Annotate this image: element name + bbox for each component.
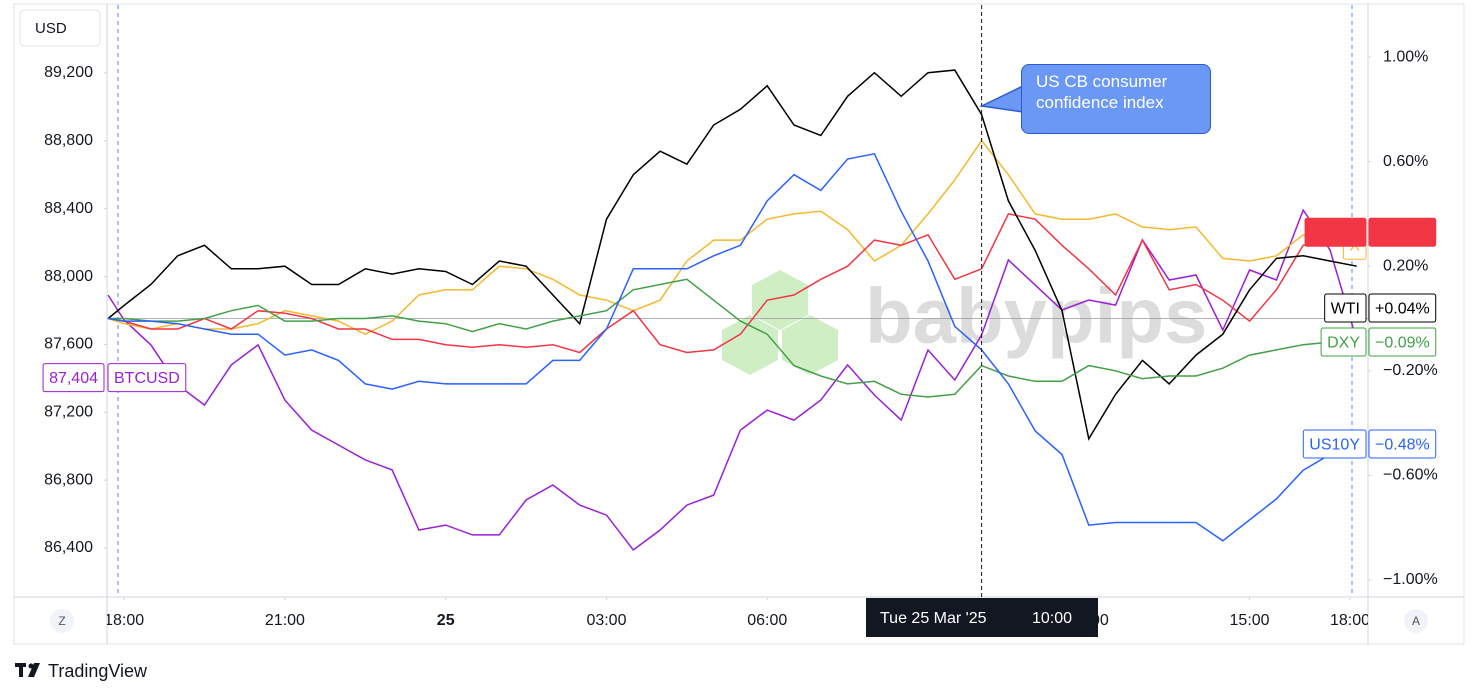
x-tick-label: 06:00 — [747, 612, 787, 629]
callout: US CB consumer confidence index — [1021, 64, 1211, 134]
label-text: WTI — [1331, 300, 1360, 317]
y2-tick-label: 1.00% — [1383, 48, 1428, 65]
y2-tick-label: −0.20% — [1383, 362, 1438, 379]
unit-box — [19, 9, 101, 47]
watermark-logo — [722, 270, 838, 375]
label-text: +0.33% — [1375, 224, 1430, 241]
y-tick-label: 87,200 — [44, 403, 93, 420]
label-box — [1320, 327, 1367, 357]
x-tick-label: 18:00 — [1330, 612, 1370, 629]
label-box — [1302, 429, 1367, 459]
y-tick-label: 88,800 — [44, 132, 93, 149]
button[interactable] — [1404, 609, 1428, 633]
label-text: 87,404 — [49, 370, 98, 387]
y-tick-label: 86,400 — [44, 539, 93, 556]
series-line — [108, 278, 1331, 398]
series-label: US500 +0.33% — [1304, 217, 1437, 247]
series-label: WTI +0.04% — [1324, 293, 1437, 323]
y-tick-label: 89,200 — [44, 64, 93, 81]
series-label: 87,404 BTCUSD — [42, 363, 187, 393]
series-line — [107, 208, 1358, 552]
crosshair-date: Tue 25 Mar '25 — [880, 610, 987, 627]
brand: TradingView — [48, 661, 148, 681]
plot-layer: 86,400 86,800 87,200 87,600 88,000 88,400 88,8… — [42, 5, 1438, 637]
series-line — [107, 139, 1331, 336]
series-label: US10Y −0.48% — [1302, 429, 1437, 459]
label-box — [1324, 293, 1367, 323]
label-box — [107, 363, 187, 393]
label-text: +0.04% — [1375, 300, 1430, 317]
callout-pointer — [979, 84, 1024, 113]
series-line — [107, 69, 1357, 441]
label-box — [1368, 217, 1437, 247]
y-tick-label: 87,600 — [44, 336, 93, 353]
brand-logo — [15, 663, 40, 677]
y2-tick-label: 0.20% — [1383, 257, 1428, 274]
x-tick-label: 21:00 — [265, 612, 305, 629]
x-tick-label: 03:00 — [586, 612, 626, 629]
series-line — [107, 152, 1331, 542]
label-text: −0.48% — [1375, 436, 1430, 453]
x-tick-label: 18:00 — [104, 612, 144, 629]
x-tick-label: 15:00 — [1230, 612, 1270, 629]
annotation: US CB consumer confidence index — [1021, 64, 1211, 134]
crosshair-label-box — [866, 598, 1098, 637]
button-label[interactable]: A — [1412, 614, 1420, 628]
label-box — [1368, 293, 1437, 323]
unit-label: USD — [35, 20, 67, 37]
label-box — [1304, 217, 1367, 247]
label-text: −0.09% — [1375, 334, 1430, 351]
series-line — [107, 213, 1357, 354]
label-box — [1368, 327, 1437, 357]
y2-tick-label: 0.60% — [1383, 153, 1428, 170]
x-tick-label: 25 — [437, 612, 455, 629]
y2-tick-label: −1.00% — [1383, 571, 1438, 588]
crosshair-time: 10:00 — [1032, 610, 1072, 627]
label-text: US500 — [1311, 224, 1360, 241]
label-box — [42, 363, 105, 393]
button-label[interactable]: Z — [58, 614, 65, 628]
y-tick-label: 88,000 — [44, 268, 93, 285]
button[interactable] — [50, 609, 74, 633]
watermark: babypips — [865, 272, 1207, 360]
chart-frame — [13, 3, 1465, 645]
label-text: BTCUSD — [114, 370, 180, 387]
label-text: US10Y — [1309, 436, 1360, 453]
label-box — [1368, 429, 1437, 459]
y-tick-label: 88,400 — [44, 200, 93, 217]
series-label: DXY −0.09% — [1320, 327, 1437, 357]
label-text: DXY — [1327, 334, 1360, 351]
y-tick-label: 86,800 — [44, 471, 93, 488]
y2-tick-label: −0.60% — [1383, 467, 1438, 484]
